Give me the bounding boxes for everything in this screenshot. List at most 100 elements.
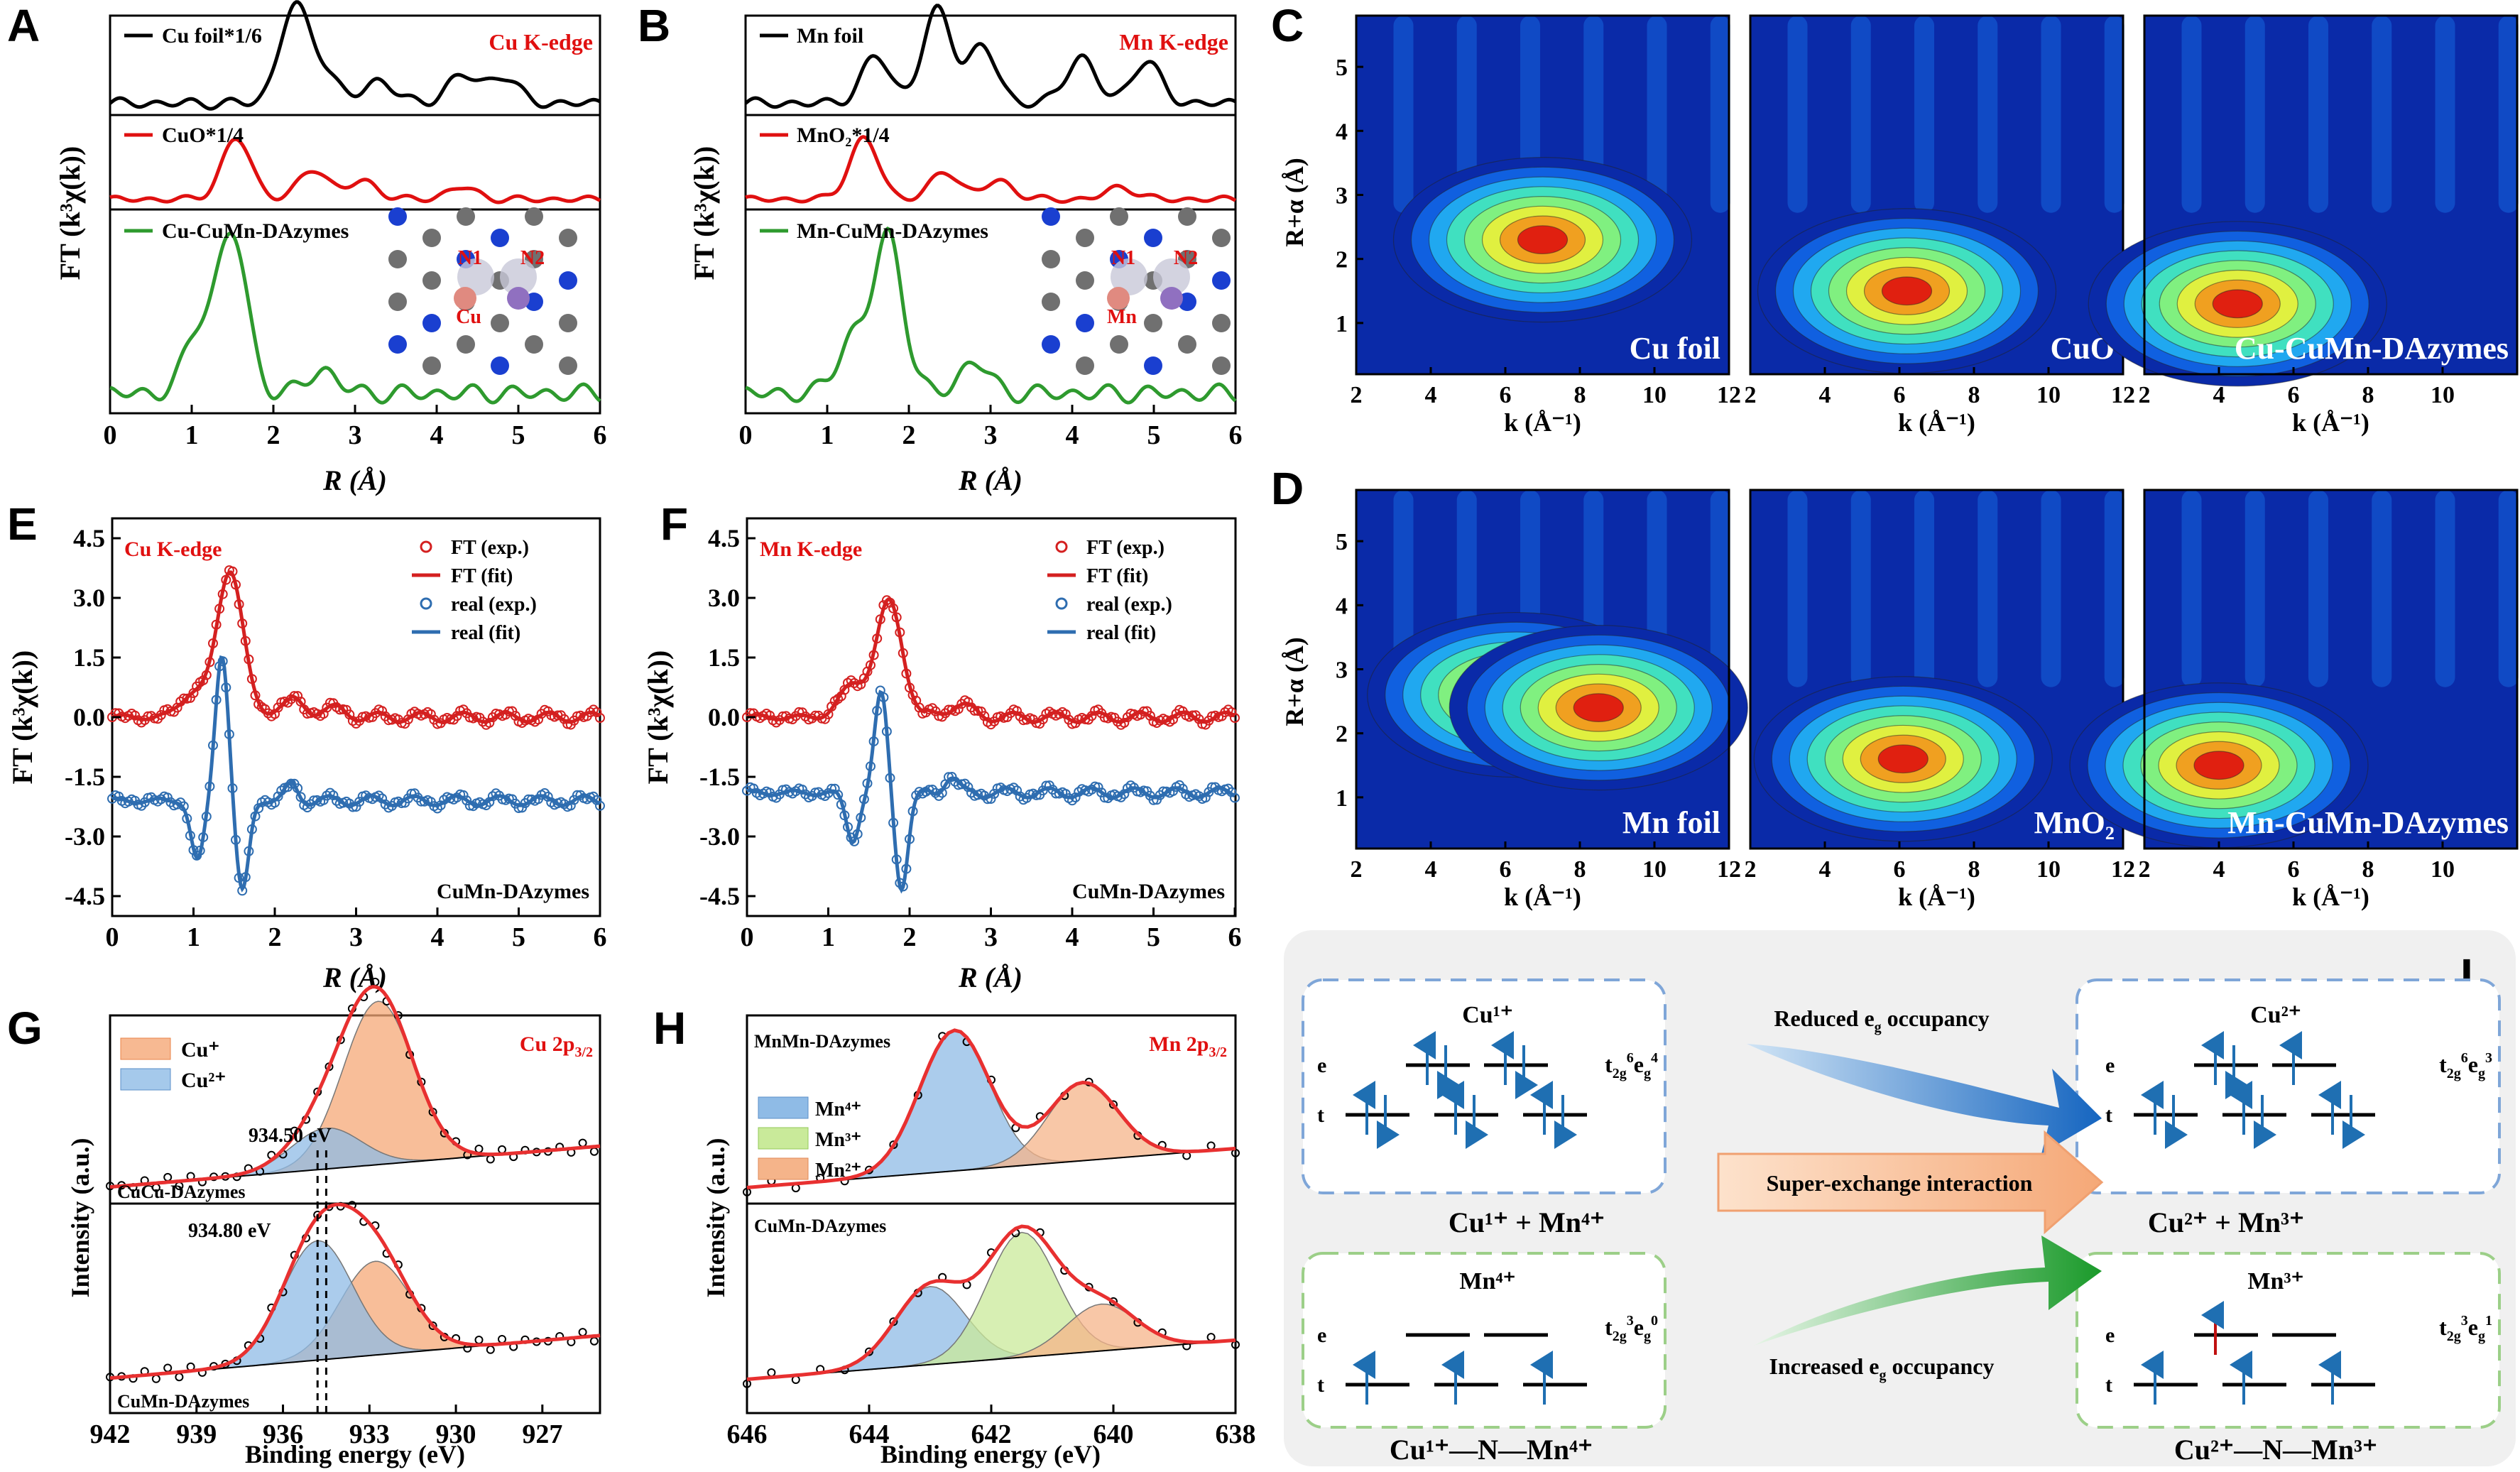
x-axis-label: R (Å) [958,464,1022,496]
x-axis-label: k (Å⁻¹) [1898,883,1975,911]
data-point [1096,787,1107,798]
data-point [827,783,837,794]
panel-letter-b: B [638,0,670,51]
atom [1042,207,1060,226]
map-streak [2308,16,2328,213]
strip-label: Mn-CuMn-DAzymes [797,219,988,243]
data-point [1109,1100,1118,1109]
x-tick-label: 5 [1147,922,1160,952]
x-tick-label: 2 [2139,382,2151,408]
x-axis-label: Binding energy (eV) [880,1440,1101,1468]
legend-label: real (exp.) [451,594,537,616]
metal-atom [1160,287,1183,310]
x-axis-label: k (Å⁻¹) [2292,408,2369,437]
x-tick-label: 12 [2111,382,2135,408]
map-streak [2435,16,2455,213]
data-point [498,1335,506,1343]
atom [388,250,407,268]
atom [1212,356,1231,375]
atom [422,356,441,375]
x-tick-label: 942 [90,1419,131,1449]
map-label: Cu foil [1630,331,1720,366]
orbital-label: t [1317,1373,1324,1397]
legend-label: FT (exp.) [1086,537,1164,559]
y-tick-label: 1.5 [708,643,740,672]
x-tick-label: 3 [984,420,998,450]
ion-title: Cu¹⁺ [1462,1002,1513,1028]
x-tick-label: 10 [2036,856,2061,883]
x-tick-label: 3 [349,922,363,952]
strip-label: Cu-CuMn-DAzymes [162,219,349,243]
map-label: Mn foil [1622,805,1720,840]
component-peak [109,1127,601,1188]
atom [1144,229,1162,247]
x-tick-label: 4 [1425,856,1437,883]
orbital-label: t [2105,1103,2112,1127]
y-tick-label: 4.5 [708,524,740,552]
x-tick-label: 12 [2111,856,2135,883]
y-tick-label: 0.0 [73,703,105,731]
x-tick-label: 6 [1228,922,1242,952]
arrow-reduced [1747,1044,2102,1154]
data-point [767,1368,776,1377]
orbital-label: e [1317,1324,1326,1347]
site-highlight [1111,258,1147,295]
map-contour [2212,289,2263,319]
strip-label: CuO*1/4 [162,124,244,147]
x-tick-label: 0 [106,922,119,952]
metal-atom [1107,287,1130,310]
x-tick-label: 6 [1500,382,1512,408]
y-axis-label: FT (k³χ(k)) [642,650,674,785]
y-axis-label: FT (k³χ(k)) [688,146,720,280]
y-tick-label: -4.5 [699,882,740,910]
orbital-label: t [2105,1373,2112,1397]
map-contour [1881,276,1933,306]
arrow-increased [1754,1236,2102,1346]
y-tick-label: 5 [1336,529,1348,555]
atom [491,229,509,247]
data-point [578,1138,587,1147]
fit-curves [107,565,605,896]
spectrum-line [745,135,1237,205]
y-tick-label: 3 [1336,658,1348,684]
sample-label: CuCu-DAzymes [117,1182,246,1202]
data-point [486,1345,495,1354]
atom [1212,314,1231,332]
spectrum-line [744,4,1237,109]
atom-label: Cu [456,306,481,328]
legend-swatch [120,1068,171,1091]
y-axis-label: FT (k³χ(k)) [54,146,86,280]
x-tick-label: 4 [1819,856,1831,883]
x-tick-label: 6 [2288,856,2300,883]
x-tick-label: 3 [984,922,998,952]
arrow-label: Super-exchange interaction [1767,1170,2033,1196]
data-point [589,1147,599,1156]
x-tick-label: 4 [2213,382,2225,408]
atom [1144,314,1162,332]
x-tick-label: 6 [594,420,607,450]
atom [1110,207,1128,226]
atom-label: N1 [458,247,482,269]
orbital-diagram: et [1317,1324,1587,1405]
sample-label: CuMn-DAzymes [117,1391,249,1412]
x-tick-label: 2 [1745,382,1757,408]
strip-label: Cu foil*1/6 [162,24,262,48]
data-point [163,1172,173,1182]
legend-label: real (fit) [451,622,520,644]
atom-label: N1 [1111,247,1135,269]
orbital-label: e [1317,1054,1326,1077]
x-tick-label: 6 [2288,382,2300,408]
axes-ticks: 4.5 3.0 1.5 0.0 -1.5 -3.0 -4.50 1 2 3 4 5 6 [65,524,607,952]
chain-label: Cu²⁺—N—Mn³⁺ [2174,1434,2377,1466]
edge-label: Mn 2p3/2 [1149,1032,1227,1060]
spectrum-line [109,137,601,205]
chain-label: Cu¹⁺—N—Mn⁴⁺ [1390,1434,1593,1466]
x-axis-label: Binding energy (eV) [245,1440,465,1468]
x-tick-label: 2 [1745,856,1757,883]
y-axis-label: Intensity (a.u.) [702,1138,730,1297]
orbital-diagram: et [2105,1031,2375,1149]
data-point [1145,711,1155,721]
structure-inset: N1 N2 Cu [388,207,577,375]
